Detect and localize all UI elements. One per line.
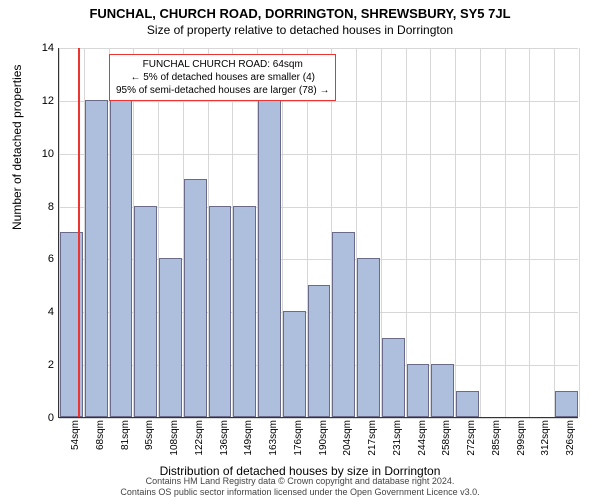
ytick-label: 0 [48, 412, 54, 424]
gridline-v [579, 48, 580, 417]
info-line-smaller: ← 5% of detached houses are smaller (4) [116, 71, 329, 84]
x-tick-labels: 54sqm 68sqm 81sqm 95sqm 108sqm 122sqm 136sqm 14… [58, 418, 578, 458]
xtick-label: 204sqm [342, 420, 353, 460]
gridline-v [430, 48, 431, 417]
gridline-h [59, 154, 578, 155]
histogram-bar [209, 206, 232, 417]
histogram-bar [456, 391, 479, 417]
info-line-title: FUNCHAL CHURCH ROAD: 64sqm [116, 58, 329, 71]
xtick-label: 163sqm [268, 420, 279, 460]
xtick-label: 136sqm [219, 420, 230, 460]
xtick-label: 81sqm [120, 420, 131, 460]
xtick-label: 122sqm [194, 420, 205, 460]
xtick-label: 68sqm [95, 420, 106, 460]
xtick-label: 258sqm [441, 420, 452, 460]
histogram-bar [85, 100, 108, 417]
property-info-box: FUNCHAL CHURCH ROAD: 64sqm← 5% of detach… [109, 54, 336, 101]
histogram-bar [332, 232, 355, 417]
xtick-label: 312sqm [540, 420, 551, 460]
histogram-bar [159, 258, 182, 417]
xtick-label: 149sqm [243, 420, 254, 460]
gridline-v [455, 48, 456, 417]
ytick-label: 8 [48, 201, 54, 213]
xtick-label: 326sqm [565, 420, 576, 460]
histogram-bar [134, 206, 157, 417]
plot-area: FUNCHAL CHURCH ROAD: 64sqm← 5% of detach… [58, 48, 578, 418]
ytick-label: 14 [42, 42, 54, 54]
info-line-larger: 95% of semi-detached houses are larger (… [116, 84, 329, 97]
xtick-label: 285sqm [491, 420, 502, 460]
footer-line2: Contains OS public sector information li… [0, 487, 600, 498]
xtick-label: 272sqm [466, 420, 477, 460]
histogram-bar [233, 206, 256, 417]
gridline-v [505, 48, 506, 417]
histogram-bar [382, 338, 405, 417]
ytick-label: 10 [42, 148, 54, 160]
histogram-bar [431, 364, 454, 417]
xtick-label: 299sqm [516, 420, 527, 460]
histogram-bar [555, 391, 578, 417]
gridline-h [59, 48, 578, 49]
footer-line1: Contains HM Land Registry data © Crown c… [0, 476, 600, 487]
gridline-v [529, 48, 530, 417]
ytick-label: 12 [42, 95, 54, 107]
histogram-bar [407, 364, 430, 417]
histogram-bar [357, 258, 380, 417]
main-title: FUNCHAL, CHURCH ROAD, DORRINGTON, SHREWS… [0, 0, 600, 21]
xtick-label: 217sqm [367, 420, 378, 460]
y-tick-labels: 02468101214 [0, 48, 58, 418]
property-marker-line [78, 48, 80, 417]
xtick-label: 54sqm [70, 420, 81, 460]
xtick-label: 176sqm [293, 420, 304, 460]
histogram-bar [283, 311, 306, 417]
xtick-label: 244sqm [417, 420, 428, 460]
chart-container: FUNCHAL, CHURCH ROAD, DORRINGTON, SHREWS… [0, 0, 600, 500]
xtick-label: 108sqm [169, 420, 180, 460]
histogram-bar [258, 100, 281, 417]
ytick-label: 4 [48, 306, 54, 318]
gridline-v [480, 48, 481, 417]
histogram-bar [110, 100, 133, 417]
ytick-label: 6 [48, 253, 54, 265]
histogram-bar [184, 179, 207, 417]
histogram-bar [308, 285, 331, 417]
footer-attribution: Contains HM Land Registry data © Crown c… [0, 476, 600, 498]
gridline-v [406, 48, 407, 417]
xtick-label: 231sqm [392, 420, 403, 460]
xtick-label: 95sqm [144, 420, 155, 460]
xtick-label: 190sqm [318, 420, 329, 460]
sub-title: Size of property relative to detached ho… [0, 21, 600, 37]
gridline-v [554, 48, 555, 417]
ytick-label: 2 [48, 359, 54, 371]
